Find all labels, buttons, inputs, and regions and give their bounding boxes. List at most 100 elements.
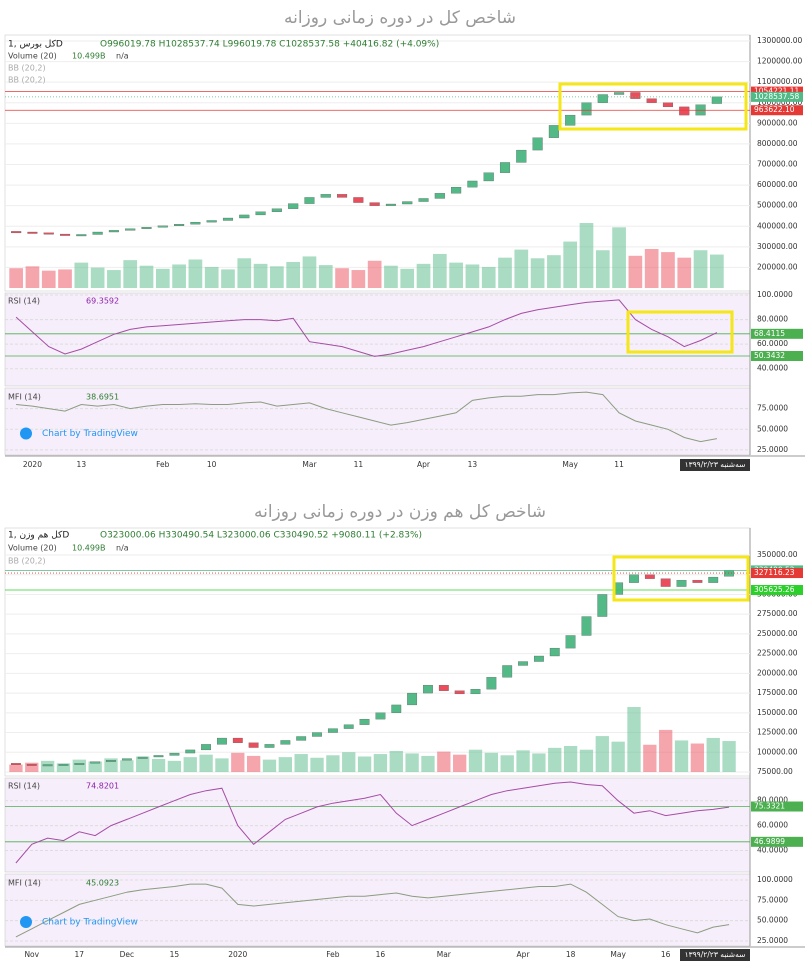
volume-bar xyxy=(465,264,480,288)
candle xyxy=(288,203,299,209)
candle xyxy=(190,221,201,225)
volume-bar xyxy=(151,758,166,772)
candle xyxy=(217,737,227,745)
candle xyxy=(385,203,396,206)
volume-bar xyxy=(74,262,89,288)
candle xyxy=(565,114,576,126)
volume-bar xyxy=(416,263,431,288)
rsi-line xyxy=(15,781,730,864)
y-tick-label: 700000.00 xyxy=(757,160,798,169)
volume-bar xyxy=(693,250,708,288)
rsi-tag-label: 68.4115 xyxy=(754,329,785,338)
x-tick-label: 15 xyxy=(170,950,180,959)
pane xyxy=(4,527,751,777)
x-tick-label: May xyxy=(610,950,626,959)
pane xyxy=(4,34,751,292)
y-tick-label: 60.0000 xyxy=(757,339,788,348)
x-tick-label: Apr xyxy=(417,460,431,469)
y-tick-label: 60.0000 xyxy=(757,821,788,830)
candle xyxy=(470,688,481,695)
watermark-icon xyxy=(20,427,32,440)
candle xyxy=(201,744,212,751)
volume-bar xyxy=(123,260,138,288)
volume-bar xyxy=(579,223,594,288)
candle xyxy=(597,594,608,617)
price-tag-label: 963622.10 xyxy=(754,105,795,114)
volume-bar xyxy=(516,750,530,772)
volume-na: n/a xyxy=(116,544,129,553)
mfi-value: 38.6951 xyxy=(86,393,119,402)
candle xyxy=(516,149,527,163)
candle xyxy=(248,742,259,748)
candle xyxy=(467,180,478,188)
rsi-line xyxy=(15,299,718,357)
pane xyxy=(4,292,751,387)
candle xyxy=(43,232,54,235)
y-tick-label: 1100000.00 xyxy=(757,77,803,86)
x-tick-label: 18 xyxy=(566,950,576,959)
candle xyxy=(532,137,543,151)
price-tag-box xyxy=(751,91,803,102)
watermark: Chart by TradingView xyxy=(42,918,138,928)
candle xyxy=(565,635,576,649)
rsi-value: 74.8201 xyxy=(86,782,119,791)
candle xyxy=(58,763,69,766)
volume-bar xyxy=(351,270,366,288)
volume-bar xyxy=(326,755,340,772)
candle xyxy=(483,172,494,182)
rsi-tag-label: 75.3321 xyxy=(754,802,785,811)
volume-bar xyxy=(221,269,235,288)
watermark-icon xyxy=(20,916,32,928)
volume-bar xyxy=(155,268,170,288)
volume-bar xyxy=(661,252,675,288)
foreground: شاخص کل در دوره زمانی روزانه 200000.00 300… xyxy=(5,8,803,961)
y-tick-label: 1300000.00 xyxy=(757,36,803,45)
candle xyxy=(280,740,291,745)
volume-bar xyxy=(628,255,643,288)
candle xyxy=(454,690,465,695)
x-tick-label: 13 xyxy=(77,460,87,469)
volume-bar xyxy=(342,752,356,772)
y-tick-label: 40.0000 xyxy=(757,364,788,373)
volume-bar xyxy=(659,729,673,772)
volume-bar xyxy=(722,741,736,772)
y-tick-label: 500000.00 xyxy=(757,201,798,210)
candle xyxy=(375,712,386,720)
bb-label: BB (20,2) xyxy=(8,76,46,85)
volume-bar xyxy=(579,749,594,772)
candle xyxy=(692,580,703,583)
candle xyxy=(597,94,608,103)
candle xyxy=(614,92,625,95)
bb-label: BB (20,2) xyxy=(8,557,46,566)
y-tick-label: 40.0000 xyxy=(757,846,788,855)
highlight-box xyxy=(612,555,750,602)
volume-bar xyxy=(644,248,659,288)
x-tick-label: Mar xyxy=(437,950,452,959)
y-tick-label: 250000.00 xyxy=(757,629,798,638)
price-tag-box xyxy=(751,585,803,596)
candle xyxy=(169,752,180,756)
volume-bar xyxy=(72,759,86,772)
candle xyxy=(11,763,21,765)
x-tick-label: 17 xyxy=(75,950,85,959)
volume-bar xyxy=(262,759,277,772)
y-tick-label: 50.0000 xyxy=(757,424,788,433)
date-label: سه‌شنبه ۱۳۹۹/۲/۲۳ xyxy=(685,950,746,959)
candle xyxy=(518,661,528,666)
candle xyxy=(359,718,370,725)
volume-bar xyxy=(9,764,23,772)
volume-bar xyxy=(294,754,308,772)
candle xyxy=(141,227,152,229)
volume-bar xyxy=(468,749,483,772)
rsi-tag-box xyxy=(751,328,803,339)
volume-bar xyxy=(563,745,578,772)
mfi-line xyxy=(16,391,717,443)
candle xyxy=(423,685,433,694)
y-tick-label: 200000.00 xyxy=(757,668,798,677)
date-box xyxy=(680,459,750,471)
volume-label: Volume (20) xyxy=(8,544,57,553)
volume-bar xyxy=(373,754,388,772)
x-tick-label: Mar xyxy=(302,460,317,469)
candle xyxy=(451,186,462,194)
